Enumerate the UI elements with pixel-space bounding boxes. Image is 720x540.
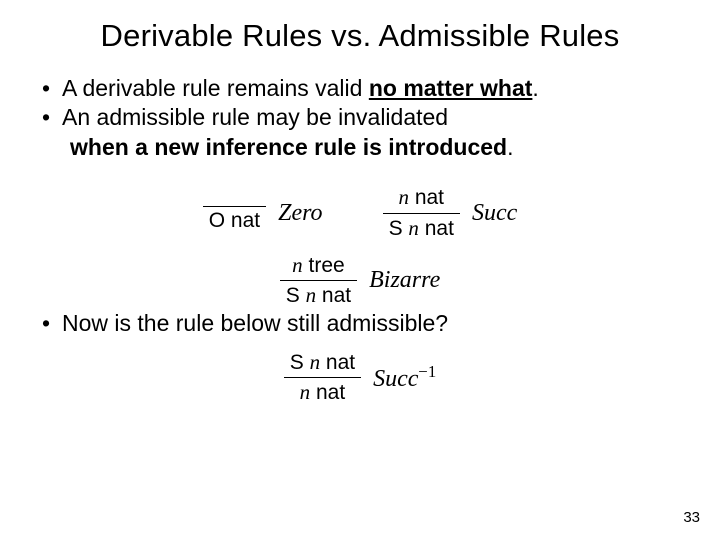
rule-succ-conclusion: S n nat — [383, 215, 460, 242]
slide-title: Derivable Rules vs. Admissible Rules — [34, 18, 686, 54]
rule-succinv-premise: S n nat — [284, 349, 361, 376]
rule-succ-label: Succ — [472, 200, 517, 227]
bullet-2-line2-suffix: . — [507, 134, 513, 160]
rule-zero: O nat Zero — [203, 191, 323, 234]
rule-succinv-prem-sort: nat — [320, 351, 355, 374]
rule-zero-frac: O nat — [203, 191, 266, 234]
rule-bizarre-premise-var: n — [292, 253, 303, 277]
bullet-3-text: Now is the rule below still admissible? — [62, 310, 448, 336]
rule-succ: n nat S n nat Succ — [383, 184, 518, 242]
rule-bizarre-premise-sort: tree — [303, 254, 345, 277]
bullet-list-2: Now is the rule below still admissible? — [40, 309, 686, 338]
rule-bizarre-frac: n tree S n nat — [280, 252, 357, 310]
rule-zero-conclusion: O nat — [203, 208, 266, 234]
bullet-2-line1: An admissible rule may be invalidated — [62, 104, 448, 130]
page-number: 33 — [683, 509, 700, 526]
inference-rule-question: S n nat n nat Succ−1 — [34, 349, 686, 407]
rule-bizarre-conclusion: S n nat — [280, 282, 357, 309]
rule-succinv-label-sup: −1 — [418, 362, 436, 381]
rule-succ-premise: n nat — [383, 184, 460, 211]
rules-row-3: S n nat n nat Succ−1 — [34, 349, 686, 407]
rule-succinv-conc-var: n — [300, 380, 311, 404]
bullet-1-suffix: . — [532, 75, 538, 101]
rule-succ-conc-sort: nat — [419, 217, 454, 240]
rule-succinv: S n nat n nat Succ−1 — [284, 349, 437, 407]
rule-succ-premise-sort: nat — [409, 186, 444, 209]
rule-succinv-prem-s: S — [290, 351, 310, 374]
inference-rules: O nat Zero n nat S n nat Succ n tree — [34, 184, 686, 309]
bullet-1-emph: no matter what — [369, 75, 533, 101]
rule-bizarre-bar — [280, 280, 357, 281]
rule-succ-premise-var: n — [398, 185, 409, 209]
rule-bizarre-premise: n tree — [280, 252, 357, 279]
rule-succinv-conclusion: n nat — [284, 379, 361, 406]
rule-zero-label: Zero — [278, 200, 322, 227]
bullet-3: Now is the rule below still admissible? — [40, 309, 686, 338]
rule-succinv-label-base: Succ — [373, 366, 418, 392]
rule-succinv-bar — [284, 377, 361, 378]
rule-zero-bar — [203, 206, 266, 207]
bullet-2: An admissible rule may be invalidated — [40, 103, 686, 132]
rule-bizarre: n tree S n nat Bizarre — [280, 252, 440, 310]
rule-succinv-label: Succ−1 — [373, 362, 436, 393]
rule-bizarre-conc-var: n — [306, 283, 317, 307]
bullet-1-prefix: A derivable rule remains valid — [62, 75, 369, 101]
rule-bizarre-conc-sort: nat — [316, 284, 351, 307]
bullet-2-line2-emph: when a new inference rule is introduced — [70, 134, 507, 160]
rule-succinv-conc-sort: nat — [310, 381, 345, 404]
rule-bizarre-conc-s: S — [286, 284, 306, 307]
rule-zero-premise — [203, 191, 266, 205]
rule-succinv-prem-var: n — [310, 350, 321, 374]
rule-bizarre-label: Bizarre — [369, 267, 440, 294]
slide: Derivable Rules vs. Admissible Rules A d… — [0, 0, 720, 540]
rule-succ-conc-var: n — [408, 216, 419, 240]
rules-row-2: n tree S n nat Bizarre — [34, 252, 686, 310]
rule-succ-frac: n nat S n nat — [383, 184, 460, 242]
rule-succinv-frac: S n nat n nat — [284, 349, 361, 407]
bullet-list: A derivable rule remains valid no matter… — [40, 74, 686, 133]
rules-row-1: O nat Zero n nat S n nat Succ — [34, 184, 686, 242]
bullet-2-line2: when a new inference rule is introduced. — [70, 133, 686, 162]
rule-succ-conc-s: S — [389, 217, 409, 240]
bullet-1: A derivable rule remains valid no matter… — [40, 74, 686, 103]
rule-zero-conclusion-text: O nat — [209, 209, 260, 232]
rule-succ-bar — [383, 213, 460, 214]
